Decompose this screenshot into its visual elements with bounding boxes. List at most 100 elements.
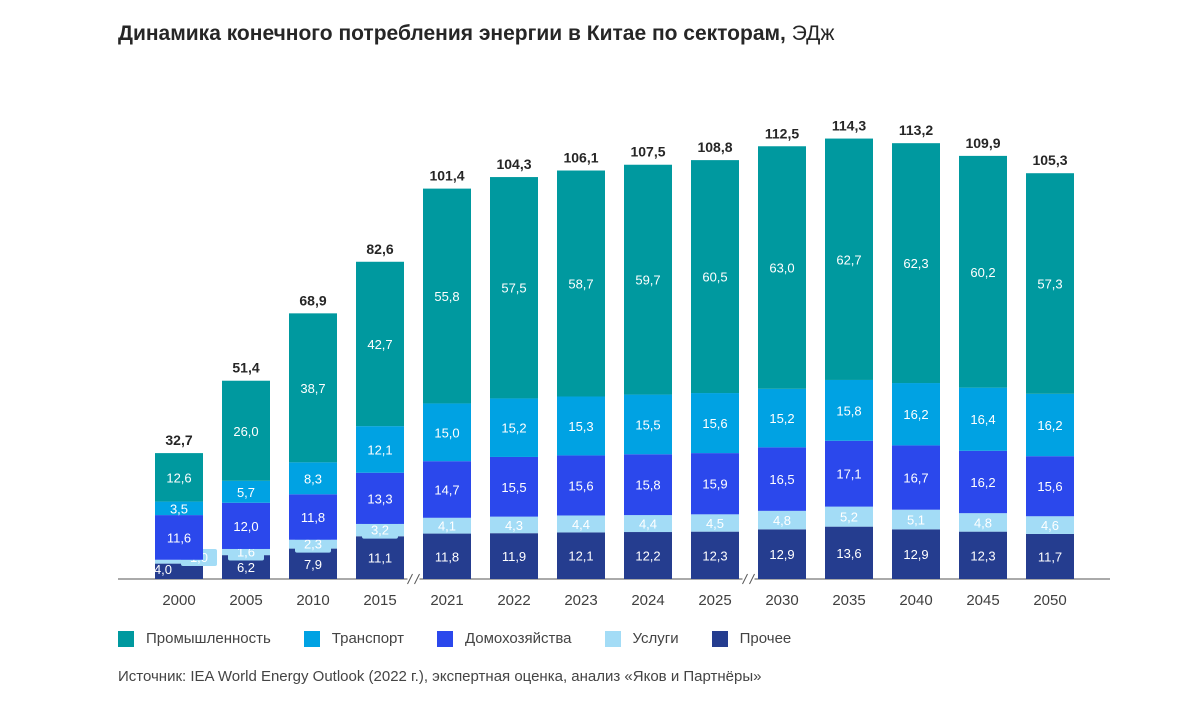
data-label-services: 4,3: [505, 518, 523, 533]
data-label-transport: 8,3: [304, 471, 322, 486]
data-label-transport: 5,7: [237, 485, 255, 500]
bar-segment-other: [959, 531, 1007, 579]
bar-segment-transport: [624, 394, 672, 455]
data-label-pill-services: [362, 521, 398, 539]
data-label-transport: 15,2: [501, 421, 526, 436]
data-label-households: 12,0: [233, 519, 258, 534]
data-label-industry: 26,0: [233, 424, 258, 439]
bar-segment-transport: [557, 396, 605, 456]
bar-segment-industry: [222, 380, 270, 481]
data-label-households: 16,5: [769, 472, 794, 487]
bar-segment-other: [1026, 533, 1074, 579]
data-label-services: 4,1: [438, 519, 456, 534]
data-label-other: 11,9: [502, 549, 526, 564]
total-label: 113,2: [899, 122, 933, 138]
x-tick-label: 2045: [966, 592, 999, 609]
bar-segment-transport: [959, 387, 1007, 451]
data-label-industry: 62,3: [903, 256, 928, 271]
bar-segment-services: [155, 559, 203, 564]
stacked-bar-chart: 4,01,011,63,512,632,720006,21,612,05,726…: [118, 118, 1110, 609]
bar-segment-transport: [1026, 393, 1074, 457]
data-label-transport: 15,2: [769, 411, 794, 426]
legend-swatch: [118, 630, 134, 647]
data-label-transport: 15,8: [836, 403, 861, 418]
bar-segment-households: [691, 453, 739, 515]
legend-item-services: Услуги: [604, 630, 679, 647]
legend-label: Услуги: [632, 630, 679, 647]
bar-segment-other: [222, 555, 270, 579]
total-label: 108,8: [697, 139, 732, 155]
bar-segment-services: [892, 509, 940, 530]
total-label: 105,3: [1032, 152, 1067, 168]
chart-title-unit: ЭДж: [791, 22, 835, 45]
x-tick-label: 2010: [296, 592, 329, 609]
axis-break-mark: [742, 573, 755, 585]
bar-segment-industry: [758, 146, 806, 389]
x-tick-label: 2040: [899, 592, 932, 609]
data-label-transport: 15,5: [635, 417, 660, 432]
bar-segment-industry: [356, 261, 404, 427]
total-label: 109,9: [965, 135, 1000, 151]
bar-segment-other: [557, 532, 605, 579]
data-label-industry: 63,0: [769, 261, 794, 276]
bar-segment-households: [825, 440, 873, 507]
data-label-services: 5,1: [907, 513, 925, 528]
bar-segment-services: [490, 516, 538, 534]
bar-segment-households: [423, 461, 471, 518]
axis-break-gap: [407, 575, 420, 583]
data-label-transport: 15,6: [702, 416, 727, 431]
bar-segment-services: [758, 510, 806, 530]
data-label-households: 11,6: [167, 530, 191, 545]
bar-segment-other: [892, 529, 940, 579]
data-label-households: 15,6: [1037, 479, 1062, 494]
x-tick-label: 2030: [765, 592, 798, 609]
data-label-services: 4,5: [706, 516, 724, 531]
data-label-transport: 12,1: [367, 442, 392, 457]
axis-break-gap: [742, 575, 755, 583]
data-label-households: 15,8: [635, 478, 660, 493]
data-label-other: 11,7: [1038, 549, 1062, 564]
bar-segment-transport: [155, 501, 203, 516]
data-label-services: 4,8: [974, 515, 992, 530]
bar-segment-households: [289, 494, 337, 540]
data-label-transport: 16,2: [1037, 418, 1062, 433]
data-label-households: 13,3: [367, 491, 392, 506]
bar-segment-other: [356, 536, 404, 579]
chart-legend: Промышленность Транспорт Домохозяйства Услу…: [118, 630, 824, 647]
data-label-households: 15,6: [568, 478, 593, 493]
bar-segment-transport: [289, 462, 337, 495]
bar-segment-other: [624, 532, 672, 579]
data-label-industry: 57,5: [501, 281, 526, 296]
axis-break-stroke: [742, 573, 748, 585]
x-tick-label: 2022: [497, 592, 530, 609]
data-label-services: 3,2: [371, 523, 389, 538]
bar-segment-services: [691, 514, 739, 532]
data-label-other: 12,2: [635, 549, 660, 564]
x-tick-label: 2024: [631, 592, 664, 609]
bar-segment-industry: [691, 160, 739, 394]
legend-swatch: [604, 630, 621, 647]
total-label: 32,7: [165, 432, 192, 448]
total-label: 68,9: [299, 292, 326, 308]
total-label: 104,3: [496, 156, 531, 172]
data-label-other: 7,9: [304, 557, 322, 572]
legend-label: Домохозяйства: [464, 630, 572, 647]
x-tick-label: 2035: [832, 592, 865, 609]
total-label: 82,6: [366, 241, 393, 257]
axis-break-stroke: [407, 573, 413, 585]
data-label-other: 11,8: [435, 549, 459, 564]
legend-swatch: [436, 630, 453, 647]
bar-segment-industry: [423, 188, 471, 404]
data-label-industry: 62,7: [836, 252, 861, 267]
data-label-other: 13,6: [836, 546, 861, 561]
total-label: 112,5: [765, 125, 799, 141]
data-label-households: 11,8: [301, 510, 325, 525]
axis-break-mark: [407, 573, 420, 585]
data-label-industry: 59,7: [635, 273, 660, 288]
x-tick-label: 2005: [229, 592, 262, 609]
total-label: 107,5: [630, 144, 665, 160]
data-label-transport: 15,3: [568, 419, 593, 434]
bar-segment-services: [557, 515, 605, 533]
x-tick-label: 2050: [1033, 592, 1066, 609]
x-tick-label: 2025: [698, 592, 731, 609]
